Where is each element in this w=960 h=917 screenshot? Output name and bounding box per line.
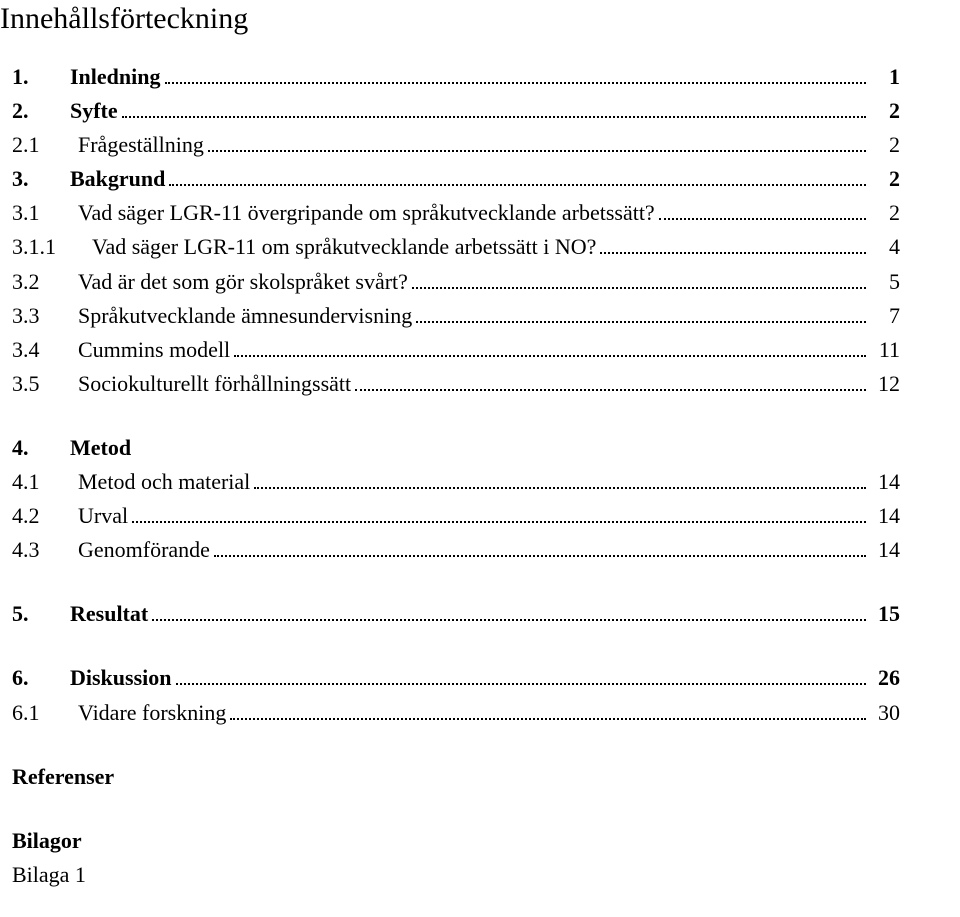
toc-leader: [355, 389, 866, 391]
toc-label: Cummins modell: [78, 333, 230, 367]
toc-num: 4.3: [0, 533, 78, 567]
toc-row: 3.2Vad är det som gör skolspråket svårt?…: [0, 265, 900, 299]
toc-leader: [416, 321, 866, 323]
toc-label: Vad är det som gör skolspråket svårt?: [78, 265, 408, 299]
toc-leader: [122, 116, 866, 118]
toc-leader: [254, 487, 866, 489]
toc-row-vidare: 6.1 Vidare forskning 30: [0, 696, 900, 730]
toc-num: 6.1: [0, 696, 78, 730]
toc-row-metod: 4. Metod: [0, 431, 900, 465]
toc-label: Vidare forskning: [78, 696, 226, 730]
toc-page-num: 5: [868, 265, 900, 299]
toc-row: 3.3Språkutvecklande ämnesundervisning 7: [0, 299, 900, 333]
toc-row-resultat: 5. Resultat 15: [0, 597, 900, 631]
toc-num: 3.: [0, 162, 70, 196]
toc-leader: [132, 521, 866, 523]
toc-num: 5.: [0, 597, 70, 631]
toc-page-num: 14: [868, 533, 900, 567]
toc-row: 3.1Vad säger LGR-11 övergripande om språ…: [0, 196, 900, 230]
toc-page-num: 2: [868, 94, 900, 128]
toc-row: 4.3Genomförande 14: [0, 533, 900, 567]
toc-row: 4.1Metod och material 14: [0, 465, 900, 499]
toc-num: 1.: [0, 60, 70, 94]
toc-num: 6.: [0, 661, 70, 695]
toc-label: Diskussion: [70, 661, 172, 695]
toc-leader: [208, 150, 866, 152]
toc-leader: [412, 287, 866, 289]
toc-page-num: 2: [868, 162, 900, 196]
toc-label: Sociokulturellt förhållningssätt: [78, 367, 351, 401]
toc-num: 2.1: [0, 128, 78, 162]
toc-page-num: 2: [868, 196, 900, 230]
toc-label: Resultat: [70, 597, 148, 631]
toc-num: 3.1.1: [0, 230, 92, 264]
toc-page-num: 14: [868, 499, 900, 533]
toc-row: 4.2Urval 14: [0, 499, 900, 533]
toc-row: 3.4Cummins modell 11: [0, 333, 900, 367]
toc-page-num: 26: [868, 661, 900, 695]
toc-label: Syfte: [70, 94, 118, 128]
toc-num: 3.4: [0, 333, 78, 367]
toc-label: Metod och material: [78, 465, 250, 499]
bilagor-label: Bilagor: [12, 824, 900, 858]
toc-page-num: 2: [868, 128, 900, 162]
bilagor-block: Bilagor Bilaga 1: [0, 824, 900, 892]
toc-leader: [165, 82, 867, 84]
toc-label: Genomförande: [78, 533, 210, 567]
toc-page-num: 11: [868, 333, 900, 367]
toc-leader: [659, 218, 866, 220]
toc-page-num: 15: [868, 597, 900, 631]
toc-page-num: 30: [868, 696, 900, 730]
toc-label: Vad säger LGR-11 om språkutvecklande arb…: [92, 230, 596, 264]
toc-row: 2.1Frågeställning 2: [0, 128, 900, 162]
toc-label: Inledning: [70, 60, 161, 94]
toc-num: 2.: [0, 94, 70, 128]
toc-leader: [214, 555, 866, 557]
bilaga1-label: Bilaga 1: [12, 858, 900, 892]
toc-row: 3.Bakgrund 2: [0, 162, 900, 196]
toc-leader: [169, 184, 866, 186]
toc-row: 3.1.1Vad säger LGR-11 om språkutveckland…: [0, 230, 900, 264]
toc-leader: [600, 252, 866, 254]
toc-page-num: 12: [868, 367, 900, 401]
toc-label: Urval: [78, 499, 128, 533]
toc-label: Metod: [70, 431, 131, 465]
toc-page-num: 14: [868, 465, 900, 499]
toc-page-num: 7: [868, 299, 900, 333]
toc-metod-list: 4.1Metod och material144.2Urval144.3Geno…: [0, 465, 900, 567]
toc-list: 1.Inledning12.Syfte22.1Frågeställning23.…: [0, 60, 900, 401]
toc-label: Språkutvecklande ämnesundervisning: [78, 299, 412, 333]
toc-leader: [176, 683, 866, 685]
toc-num: 3.5: [0, 367, 78, 401]
toc-row-diskussion: 6. Diskussion 26: [0, 661, 900, 695]
toc-page: Innehållsförteckning 1.Inledning12.Syfte…: [0, 2, 960, 892]
toc-page-num: 1: [868, 60, 900, 94]
toc-row: 1.Inledning 1: [0, 60, 900, 94]
page-title: Innehållsförteckning: [0, 2, 900, 36]
referenser-heading: Referenser: [0, 760, 900, 794]
toc-num: 3.1: [0, 196, 78, 230]
toc-row: 3.5Sociokulturellt förhållningssätt 12: [0, 367, 900, 401]
toc-leader: [230, 718, 866, 720]
toc-num: 4.: [0, 431, 70, 465]
toc-row: 2.Syfte 2: [0, 94, 900, 128]
toc-page-num: 4: [868, 230, 900, 264]
toc-label: Bakgrund: [70, 162, 165, 196]
toc-num: 4.2: [0, 499, 78, 533]
toc-num: 3.2: [0, 265, 78, 299]
toc-leader: [234, 355, 866, 357]
toc-label: Frågeställning: [78, 128, 204, 162]
toc-leader: [152, 619, 866, 621]
toc-num: 3.3: [0, 299, 78, 333]
toc-label: Vad säger LGR-11 övergripande om språkut…: [78, 196, 655, 230]
referenser-label: Referenser: [12, 764, 114, 789]
toc-num: 4.1: [0, 465, 78, 499]
